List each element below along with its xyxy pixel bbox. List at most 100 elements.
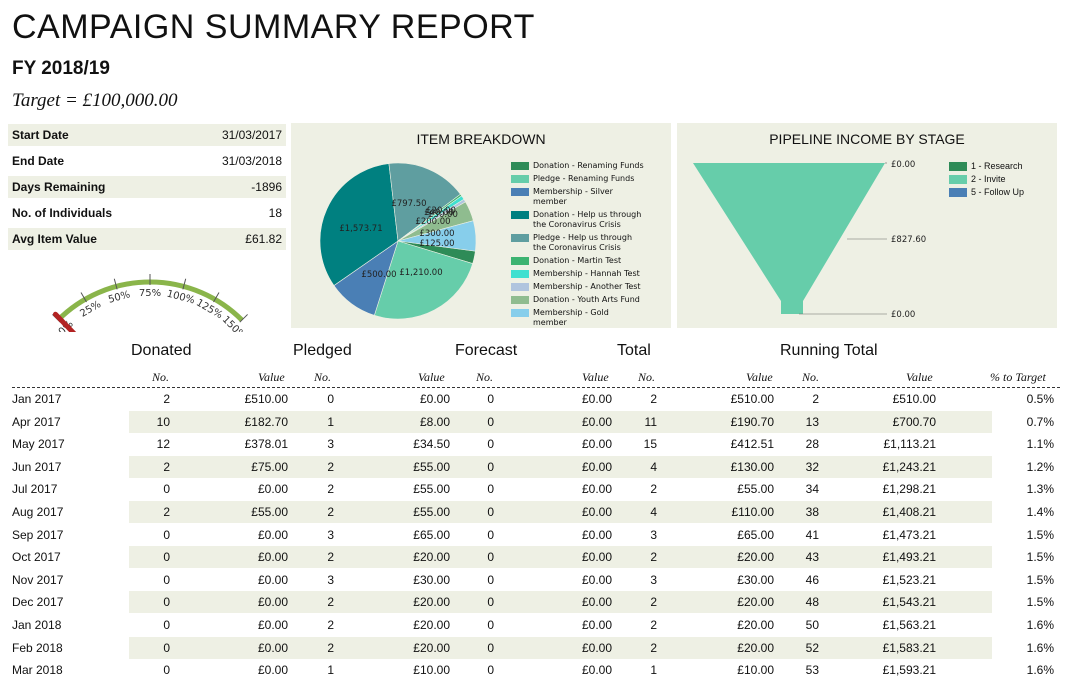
item-breakdown-panel: ITEM BREAKDOWN £1,573.71 £797.50 £40.00 £20…: [291, 123, 671, 328]
table-cell: £0.00: [581, 527, 612, 542]
table-cell: 2: [650, 595, 657, 610]
table-cell: £0.00: [581, 482, 612, 497]
legend-label: Donation - Renaming Funds: [533, 161, 644, 170]
gauge-tick-label: 150%: [220, 314, 248, 332]
table-cell: £0.00: [257, 663, 288, 678]
pie-data-label: £20.00: [426, 206, 456, 216]
table-cell: £65.00: [413, 527, 450, 542]
funnel-data-label: £0.00: [891, 160, 915, 170]
item-breakdown-pie-chart: £1,573.71 £797.50£40.00£20.00£30.00£200.0…: [319, 162, 477, 320]
table-cell: 1.6%: [1026, 663, 1054, 678]
row-month: Oct 2017: [12, 550, 61, 565]
legend-label: 2 - Invite: [971, 174, 1006, 184]
table-cell: £20.00: [413, 595, 450, 610]
table-cell: 0: [487, 392, 494, 406]
stat-value: 31/03/2017: [221, 128, 282, 142]
table-cell: 34: [805, 482, 819, 497]
table-cell: £55.00: [413, 505, 450, 519]
row-month: Mar 2018: [12, 663, 63, 678]
table-cell: 11: [644, 414, 657, 429]
row-month: Jan 2018: [12, 618, 62, 632]
table-cell: £700.70: [892, 414, 936, 429]
table-cell: £0.00: [581, 572, 612, 587]
table-cell: £510.00: [730, 392, 774, 406]
header-pledged: Pledged: [293, 342, 352, 359]
subheader-cell: Value: [746, 370, 773, 384]
table-cell: 0: [487, 414, 494, 429]
legend-label: Membership - Hannah Test: [533, 269, 640, 278]
subheader-cell: No.: [152, 370, 170, 384]
legend-item: Membership - Silver member: [511, 187, 645, 207]
table-cell: £182.70: [244, 414, 288, 429]
pipeline-panel: PIPELINE INCOME BY STAGE £0.00 £827.60 £0.…: [677, 123, 1057, 328]
pipeline-legend: 1 - Research 2 - Invite 5 - Follow Up: [949, 161, 1024, 200]
table-cell: 2: [327, 482, 334, 497]
table-cell: £0.00: [581, 595, 612, 610]
table-row: Dec 2017 0 £0.00 2 £20.00 0 £0.00 2 £20.00 48 £1,5…: [12, 591, 1058, 614]
header-divider: [12, 387, 1060, 388]
table-cell: 3: [327, 527, 334, 542]
table-cell: £510.00: [244, 392, 288, 406]
table-cell: 15: [643, 437, 657, 452]
table-cell: 2: [650, 392, 657, 406]
table-cell: £0.00: [581, 414, 612, 429]
table-row: Jun 2017 2 £75.00 2 £55.00 0 £0.00 4 £130.00 32 £1…: [12, 455, 1058, 478]
table-cell: 2: [163, 459, 170, 474]
table-cell: £1,473.21: [882, 527, 936, 542]
gauge-tick: [213, 292, 220, 303]
table-cell: £20.00: [737, 595, 774, 610]
legend-item: Membership - Hannah Test: [511, 269, 645, 279]
legend-swatch: [949, 188, 967, 197]
legend-swatch: [511, 296, 529, 304]
table-cell: £20.00: [737, 618, 774, 632]
table-cell: 0: [163, 482, 170, 497]
table-cell: £20.00: [737, 550, 774, 565]
gauge-tick-label: 50%: [107, 289, 131, 305]
table-cell: 3: [650, 572, 657, 587]
row-month: Sep 2017: [12, 527, 64, 542]
table-cell: £0.00: [581, 640, 612, 655]
subheader-cell: Value: [906, 370, 933, 384]
table-cell: £20.00: [737, 640, 774, 655]
stat-label: Days Remaining: [12, 180, 106, 194]
table-cell: 50: [805, 618, 819, 632]
table-cell: £30.00: [413, 572, 450, 587]
table-cell: 53: [805, 663, 819, 678]
table-cell: 0: [487, 437, 494, 452]
legend-swatch: [949, 162, 967, 171]
table-cell: £190.70: [730, 414, 774, 429]
legend-item: Donation - Martin Test: [511, 256, 645, 266]
row-month: Nov 2017: [12, 572, 64, 587]
subheader-cell: No.: [802, 370, 820, 384]
table-cell: £20.00: [413, 618, 450, 632]
pipeline-title: PIPELINE INCOME BY STAGE: [769, 131, 965, 147]
table-cell: 28: [805, 437, 819, 452]
legend-label: Pledge - Help us through the Coronavirus…: [533, 233, 633, 252]
table-cell: £0.00: [257, 572, 288, 587]
table-cell: £110.00: [731, 505, 775, 519]
table-cell: £55.00: [413, 459, 450, 474]
stat-value: 31/03/2018: [221, 154, 282, 168]
table-cell: 10: [156, 414, 170, 429]
table-cell: 3: [327, 572, 334, 587]
table-cell: £130.00: [730, 459, 774, 474]
legend-item: Donation - Help us through the Coronavir…: [511, 210, 645, 230]
table-cell: 1.6%: [1026, 618, 1054, 632]
table-cell: 0: [163, 640, 170, 655]
table-cell: 1.1%: [1026, 437, 1054, 452]
pie-data-label: £300.00: [419, 229, 454, 239]
subheader-cell: Value: [582, 370, 609, 384]
table-cell: 0: [163, 595, 170, 610]
legend-swatch: [511, 162, 529, 170]
table-cell: 2: [650, 482, 657, 497]
table-cell: £0.00: [581, 505, 612, 519]
table-cell: £20.00: [413, 640, 450, 655]
table-cell: £1,543.21: [882, 595, 936, 610]
gauge-tick: [239, 314, 248, 323]
table-cell: 0: [487, 640, 494, 655]
table-cell: 1: [327, 663, 334, 678]
pie-data-label: £200.00: [415, 217, 450, 227]
table-cell: £412.51: [730, 437, 774, 452]
legend-item: 1 - Research: [949, 161, 1024, 171]
legend-item: Pledge - Help us through the Coronavirus…: [511, 233, 645, 253]
